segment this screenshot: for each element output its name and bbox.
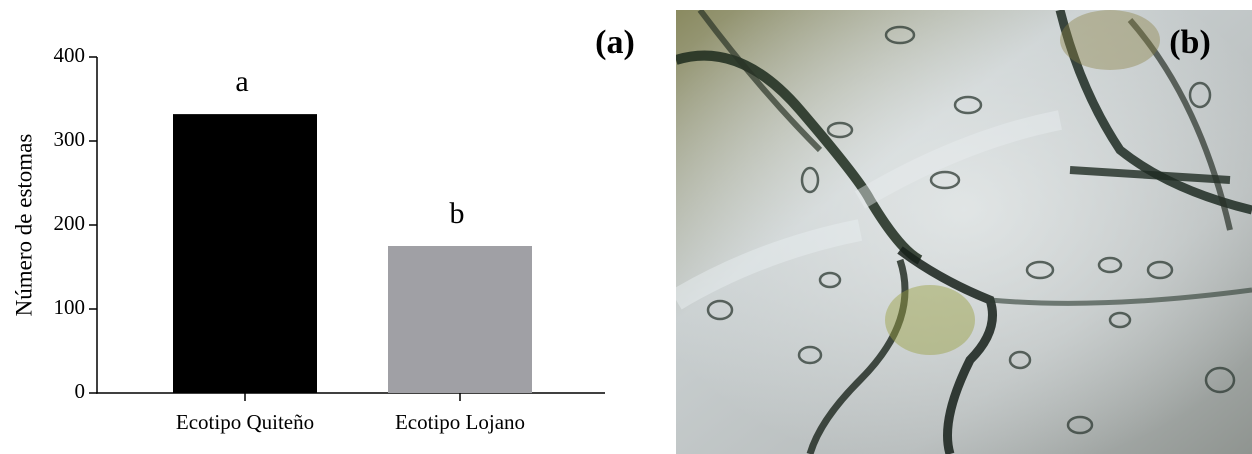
y-tick-label: 100 [54, 295, 86, 319]
micrograph [676, 10, 1252, 454]
significance-letter: b [450, 197, 465, 230]
x-tick-label: Ecotipo Quiteño [176, 410, 314, 434]
significance-letter: a [235, 65, 248, 98]
page: (b) (a) Número de estomas 0 100 200 300 400 E… [0, 0, 1252, 454]
x-tick-label: Ecotipo Lojano [395, 410, 525, 434]
bar [173, 114, 317, 393]
y-tick-label: 400 [54, 43, 86, 67]
y-tick-label: 300 [54, 127, 86, 151]
panel-label: (a) [595, 24, 635, 61]
panel-label: (b) [1169, 24, 1211, 61]
y-tick-label: 200 [54, 211, 86, 235]
y-axis-label: Número de estomas [11, 134, 36, 317]
figure: (b) (a) Número de estomas 0 100 200 300 400 E… [0, 0, 1252, 454]
bar [388, 246, 532, 393]
y-tick-label: 0 [75, 379, 86, 403]
